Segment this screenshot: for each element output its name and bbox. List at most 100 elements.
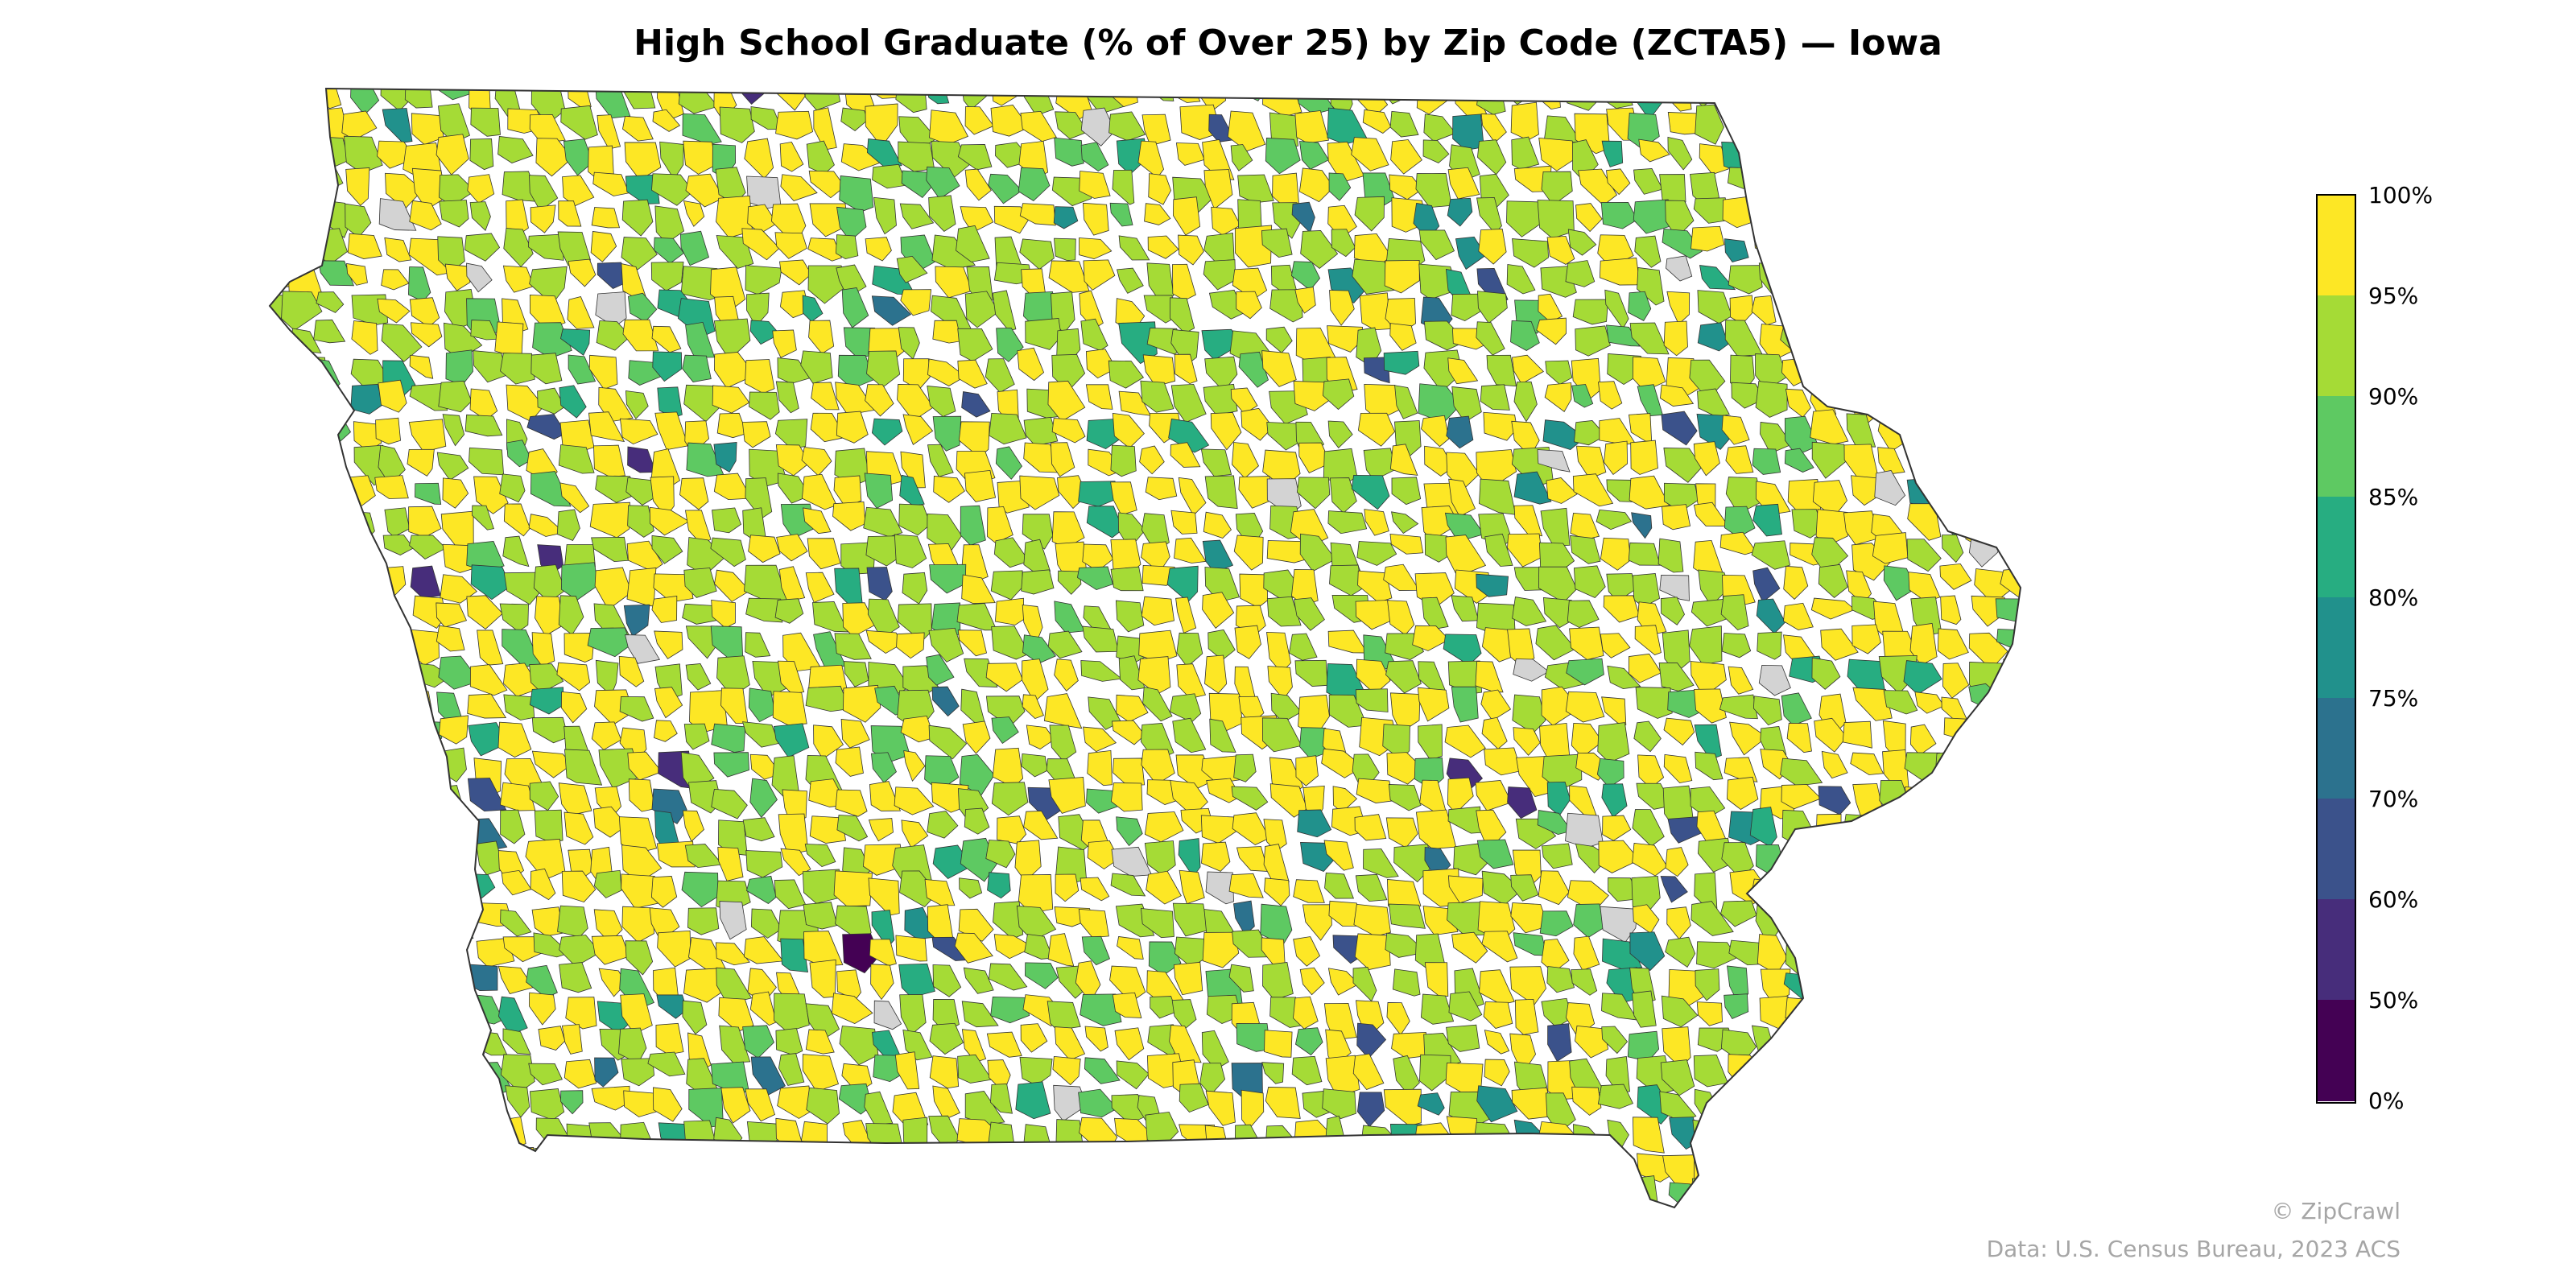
zcta-polygon (990, 570, 1023, 601)
zcta-polygon (1571, 722, 1604, 758)
zcta-polygon (654, 720, 678, 742)
zcta-polygon (591, 207, 621, 229)
zcta-polygon (1451, 931, 1488, 964)
zcta-polygon (871, 295, 912, 326)
zcta-polygon (650, 262, 684, 291)
zcta-polygon (774, 232, 807, 259)
zcta-polygon (559, 482, 590, 514)
zcta-polygon (779, 290, 810, 319)
zcta-polygon (1329, 290, 1355, 326)
zcta-polygon (748, 535, 781, 564)
zcta-polygon (408, 506, 442, 538)
zcta-polygon (957, 630, 988, 657)
legend-bin (2317, 899, 2355, 1001)
zcta-polygon (802, 869, 842, 904)
zcta-polygon (956, 602, 997, 631)
zcta-polygon (1512, 597, 1547, 626)
zcta-polygon (1546, 966, 1575, 993)
zcta-polygon (780, 938, 808, 973)
zcta-polygon (1147, 235, 1179, 259)
zcta-polygon (654, 630, 683, 659)
zcta-polygon (1357, 412, 1396, 447)
legend-tick-label: 60% (2368, 886, 2418, 913)
zcta-polygon (1542, 419, 1586, 451)
zcta-polygon (1085, 384, 1113, 410)
zcta-polygon (1757, 631, 1782, 660)
zcta-polygon (685, 173, 724, 208)
zcta-polygon (563, 138, 593, 176)
zcta-polygon (1142, 354, 1176, 387)
zcta-polygon (1047, 933, 1075, 967)
zcta-polygon (928, 724, 968, 760)
zcta-polygon (898, 963, 935, 998)
zcta-polygon (808, 320, 835, 354)
zcta-polygon (1638, 138, 1670, 163)
zcta-polygon (378, 379, 407, 413)
zcta-polygon (1022, 658, 1049, 703)
zcta-polygon (1601, 140, 1624, 167)
zcta-polygon (1203, 259, 1236, 291)
zcta-polygon (962, 720, 991, 754)
zcta-polygon (712, 385, 750, 414)
zcta-polygon (1389, 174, 1423, 200)
zcta-polygon (1632, 356, 1666, 392)
zcta-polygon (529, 663, 564, 693)
zcta-polygon (742, 817, 775, 842)
zcta-polygon (1174, 537, 1207, 564)
zcta-polygon (685, 625, 720, 659)
zcta-polygon (1699, 143, 1729, 175)
zcta-polygon (1263, 819, 1287, 852)
zcta-polygon (842, 602, 876, 638)
zcta-polygon (806, 140, 835, 175)
zcta-polygon (1392, 968, 1421, 997)
zcta-polygon (745, 597, 783, 623)
zcta-polygon (1663, 448, 1703, 483)
zcta-polygon (1452, 114, 1484, 151)
zcta-polygon (1572, 299, 1609, 325)
zcta-polygon (837, 354, 874, 390)
legend-tick-label: 100% (2368, 182, 2433, 208)
zcta-polygon (991, 716, 1019, 744)
zcta-polygon (529, 781, 559, 811)
zcta-polygon (1118, 390, 1152, 416)
zcta-polygon (1578, 168, 1618, 206)
zcta-polygon (1662, 504, 1691, 530)
zcta-polygon (531, 906, 564, 937)
zcta-polygon (1781, 784, 1822, 810)
zcta-polygon (1354, 196, 1385, 232)
zcta-polygon (627, 446, 657, 473)
zcta-polygon (442, 414, 465, 447)
zcta-polygon (1080, 107, 1116, 147)
zcta-polygon (598, 968, 626, 997)
zcta-polygon (1019, 238, 1055, 270)
zcta-polygon (1546, 781, 1571, 817)
zcta-polygon (1109, 965, 1146, 1003)
zcta-polygon (1389, 323, 1417, 351)
zcta-polygon (1231, 786, 1269, 811)
zcta-polygon (1359, 292, 1391, 331)
zcta-polygon (716, 412, 747, 439)
zcta-polygon (345, 203, 372, 238)
zcta-polygon (1601, 783, 1628, 818)
zcta-polygon (960, 505, 986, 546)
zcta-polygon (1145, 477, 1178, 501)
zcta-polygon (713, 442, 737, 473)
zcta-polygon (1481, 931, 1518, 963)
zcta-polygon (593, 869, 622, 898)
zcta-polygon (1752, 448, 1781, 475)
zcta-polygon (1699, 265, 1736, 291)
zcta-polygon (499, 473, 526, 503)
zcta-polygon (410, 565, 441, 599)
zcta-polygon (375, 417, 401, 445)
zcta-polygon (436, 452, 469, 481)
zcta-polygon (957, 144, 993, 171)
zcta-polygon (409, 354, 434, 379)
zcta-polygon (1139, 445, 1165, 475)
zcta-polygon (1632, 573, 1660, 608)
zcta-polygon (1507, 786, 1538, 819)
zcta-polygon (866, 350, 901, 388)
zcta-polygon (959, 877, 983, 899)
zcta-polygon (587, 627, 632, 658)
zcta-polygon (626, 540, 663, 572)
zcta-polygon (1752, 696, 1782, 726)
